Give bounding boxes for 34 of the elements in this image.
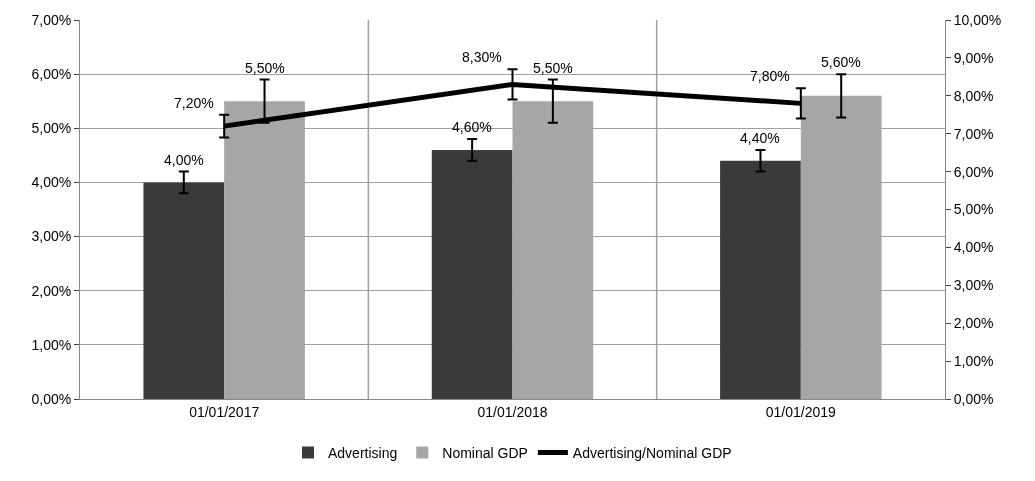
- data-label: 4,40%: [740, 130, 780, 146]
- y2-tick-label: 10,00%: [953, 11, 1002, 28]
- data-label: 8,30%: [462, 49, 502, 65]
- x-tick-label: 01/01/2019: [765, 403, 837, 420]
- y2-tick-label: 9,00%: [953, 49, 994, 66]
- y2-tick-label: 8,00%: [953, 87, 994, 104]
- y-tick-label: 0,00%: [31, 390, 72, 407]
- y2-tick-label: 2,00%: [953, 315, 994, 332]
- y2-tick-label: 1,00%: [953, 353, 994, 369]
- y-tick-label: 2,00%: [31, 282, 72, 299]
- data-label: 4,00%: [164, 152, 204, 168]
- x-tick-label: 01/01/2017: [189, 403, 260, 420]
- legend-label: Nominal GDP: [442, 444, 528, 461]
- y2-tick-label: 0,00%: [953, 390, 994, 407]
- y-tick-label: 5,00%: [31, 120, 72, 137]
- y2-tick-label: 3,00%: [953, 277, 994, 294]
- y-tick-label: 4,00%: [31, 174, 72, 191]
- y2-tick-label: 7,00%: [953, 125, 994, 142]
- y-tick-label: 1,00%: [31, 336, 72, 353]
- x-tick-label: 01/01/2018: [477, 403, 548, 420]
- data-label: 5,50%: [533, 60, 573, 76]
- y-tick-label: 7,00%: [31, 11, 72, 28]
- y-tick-label: 3,00%: [31, 228, 72, 245]
- data-label: 4,60%: [452, 119, 492, 135]
- data-label: 7,20%: [174, 95, 214, 111]
- y-tick-label: 6,00%: [31, 66, 72, 83]
- y2-tick-label: 5,00%: [953, 201, 994, 218]
- legend-label: Advertising/Nominal GDP: [572, 444, 732, 461]
- y2-tick-label: 6,00%: [953, 163, 994, 180]
- y2-tick-label: 4,00%: [953, 239, 994, 256]
- data-label: 7,80%: [750, 68, 790, 84]
- data-label: 5,50%: [245, 60, 285, 76]
- data-label: 5,60%: [821, 54, 861, 70]
- legend-label: Advertising: [328, 444, 398, 461]
